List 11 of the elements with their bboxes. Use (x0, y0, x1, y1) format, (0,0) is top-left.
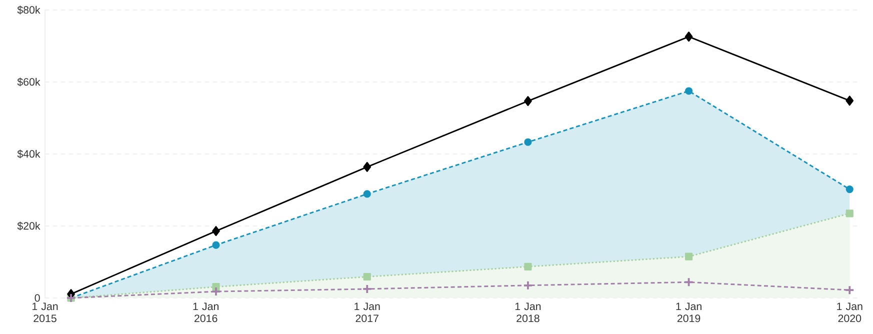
x-tick-label: 1 Jan 2017 (354, 302, 380, 322)
y-tick-label: $20k (17, 222, 40, 230)
x-tick-label: 1 Jan 2016 (193, 302, 218, 322)
y-tick-label: 0 (34, 294, 40, 302)
x-tick-label: 1 Jan 2015 (32, 302, 58, 322)
y-tick-label: $80k (17, 6, 40, 14)
x-tick-label: 1 Jan 2018 (515, 302, 541, 322)
y-tick-label: $40k (17, 150, 40, 158)
x-tick-label: 1 Jan 2019 (676, 302, 702, 322)
x-tick-label: 1 Jan 2020 (837, 302, 862, 322)
y-tick-label: $60k (17, 78, 40, 86)
